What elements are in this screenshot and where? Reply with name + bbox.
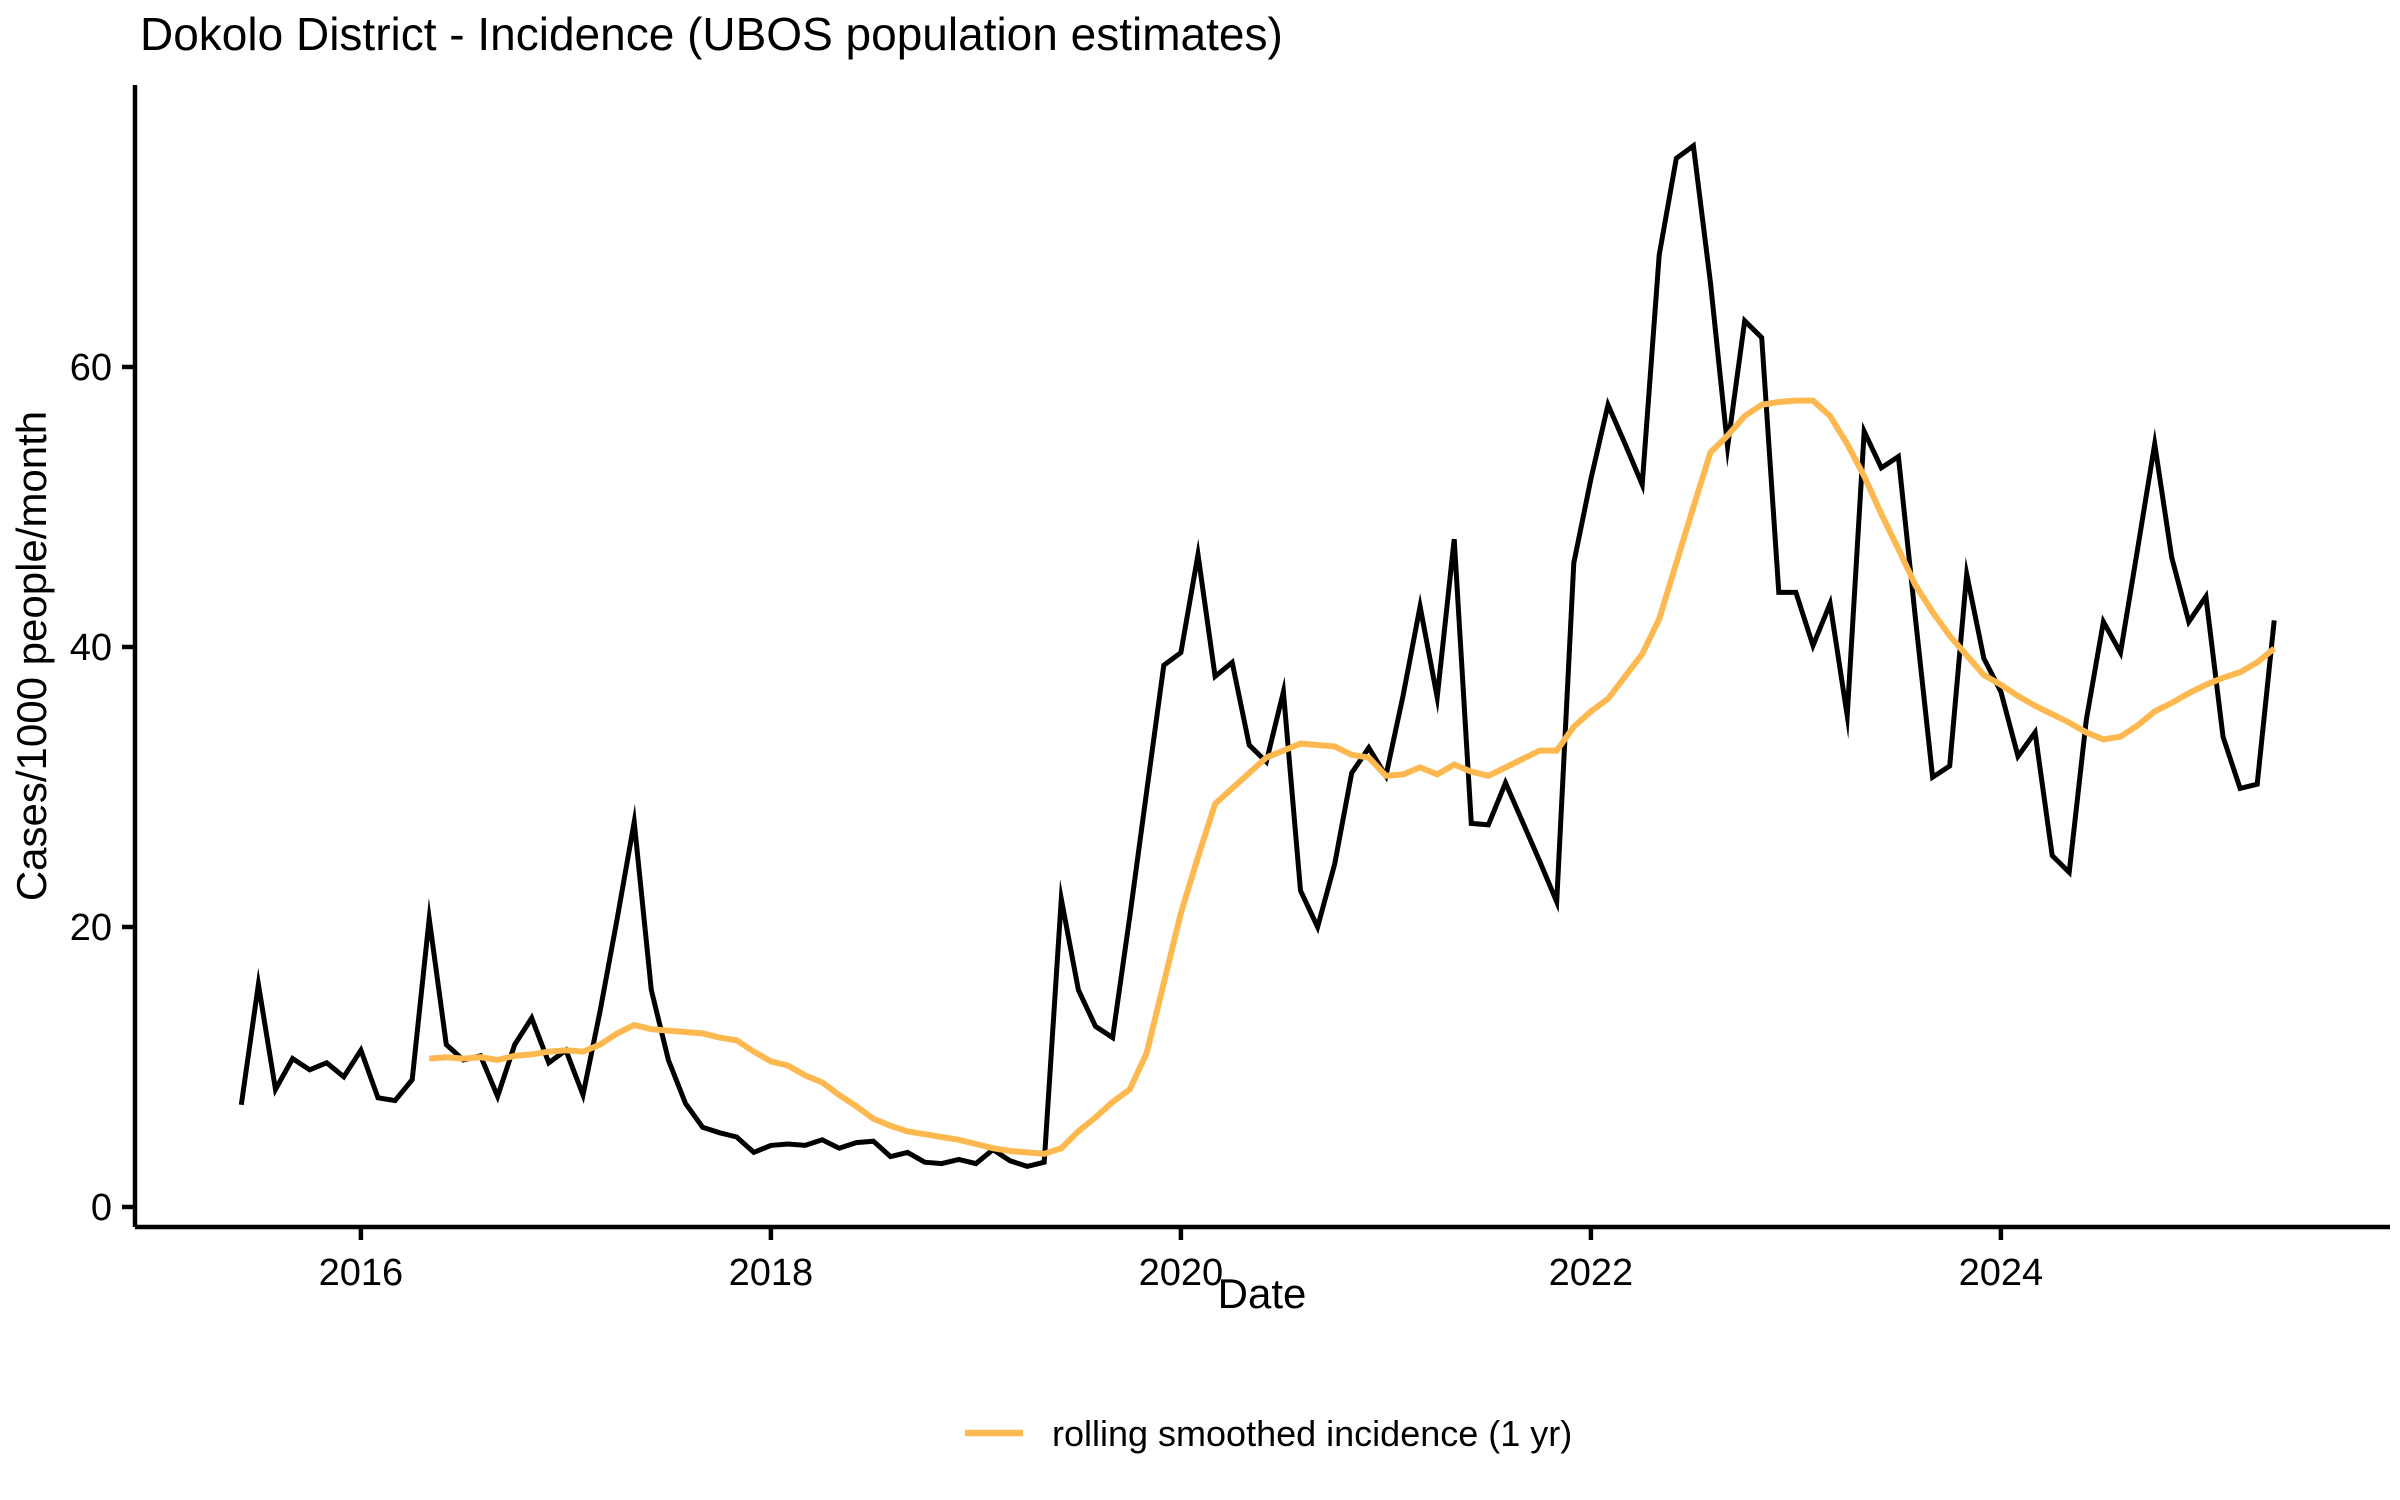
y-tick-label: 20 — [70, 907, 112, 949]
axes — [132, 85, 2390, 1230]
legend: rolling smoothed incidence (1 yr) — [965, 1413, 1572, 1454]
y-tick-label: 60 — [70, 347, 112, 389]
y-tick-label: 0 — [91, 1187, 112, 1229]
x-tick-label: 2020 — [1139, 1252, 1224, 1294]
x-tick-label: 2016 — [319, 1252, 404, 1294]
chart-title: Dokolo District - Incidence (UBOS popula… — [140, 8, 1283, 60]
axis-ticks: 2016 2018 2020 2022 2024 0 20 40 60 — [70, 347, 2043, 1294]
x-axis-title: Date — [1218, 1270, 1307, 1317]
x-tick-label: 2018 — [729, 1252, 814, 1294]
y-axis-title: Cases/1000 people/month — [8, 411, 55, 901]
series-line-monthly-incidence — [238, 141, 2277, 1169]
series-line-rolling-smoothed-incidence-1-yr- — [428, 397, 2277, 1157]
data-series — [238, 141, 2277, 1169]
y-tick-label: 40 — [70, 627, 112, 669]
legend-label: rolling smoothed incidence (1 yr) — [1052, 1413, 1572, 1454]
x-tick-label: 2024 — [1959, 1252, 2044, 1294]
x-tick-label: 2022 — [1549, 1252, 1634, 1294]
